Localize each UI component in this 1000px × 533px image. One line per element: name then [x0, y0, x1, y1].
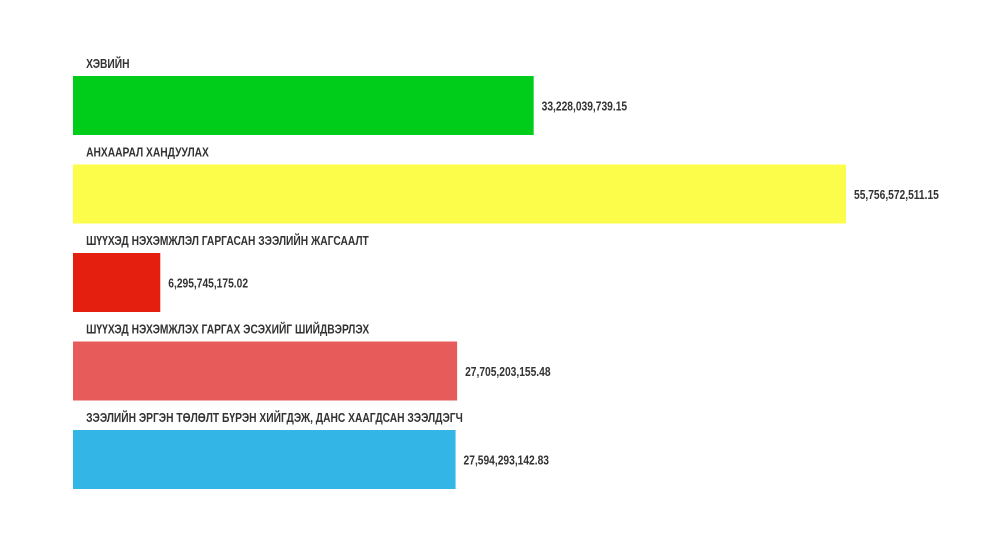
bar: [73, 164, 846, 224]
bar-row: ЗЭЭЛИЙН ЭРГЭН ТӨЛӨЛТ БҮРЭН ХИЙГДЭЖ, ДАНС…: [73, 411, 549, 489]
bar: [73, 430, 456, 489]
bar-row: ШҮҮХЭД НЭХЭМЖЛЭХ ГАРГАХ ЭСЭХИЙГ ШИЙДВЭРЛ…: [73, 323, 551, 401]
value-label: 27,705,203,155.48: [465, 366, 550, 379]
category-label: АНХААРАЛ ХАНДУУЛАХ: [86, 147, 209, 160]
category-label: ШҮҮХЭД НЭХЭМЖЛЭХ ГАРГАХ ЭСЭХИЙГ ШИЙДВЭРЛ…: [86, 323, 369, 337]
value-label: 27,594,293,142.83: [464, 455, 549, 468]
bar-row: АНХААРАЛ ХАНДУУЛАХ 55,756,572,511.15: [73, 147, 939, 224]
bars-layer: ХЭВИЙН 33,228,039,739.15 АНХААРАЛ ХАНДУУЛА…: [73, 57, 939, 489]
value-label: 33,228,039,739.15: [542, 101, 628, 114]
category-label: ШҮҮХЭД НЭХЭМЖЛЭЛ ГАРГАСАН ЗЭЭЛИЙН ЖАГСАА…: [86, 234, 369, 248]
value-label: 6,295,745,175.02: [168, 278, 248, 291]
bar-row: ХЭВИЙН 33,228,039,739.15: [73, 57, 628, 135]
category-label: ХЭВИЙН: [86, 57, 129, 71]
bar: [73, 253, 161, 312]
bar-row: ШҮҮХЭД НЭХЭМЖЛЭЛ ГАРГАСАН ЗЭЭЛИЙН ЖАГСАА…: [73, 234, 369, 312]
category-label: ЗЭЭЛИЙН ЭРГЭН ТӨЛӨЛТ БҮРЭН ХИЙГДЭЖ, ДАНС…: [86, 411, 463, 425]
bar: [73, 341, 458, 401]
value-label: 55,756,572,511.15: [854, 189, 939, 202]
bar: [73, 76, 534, 135]
